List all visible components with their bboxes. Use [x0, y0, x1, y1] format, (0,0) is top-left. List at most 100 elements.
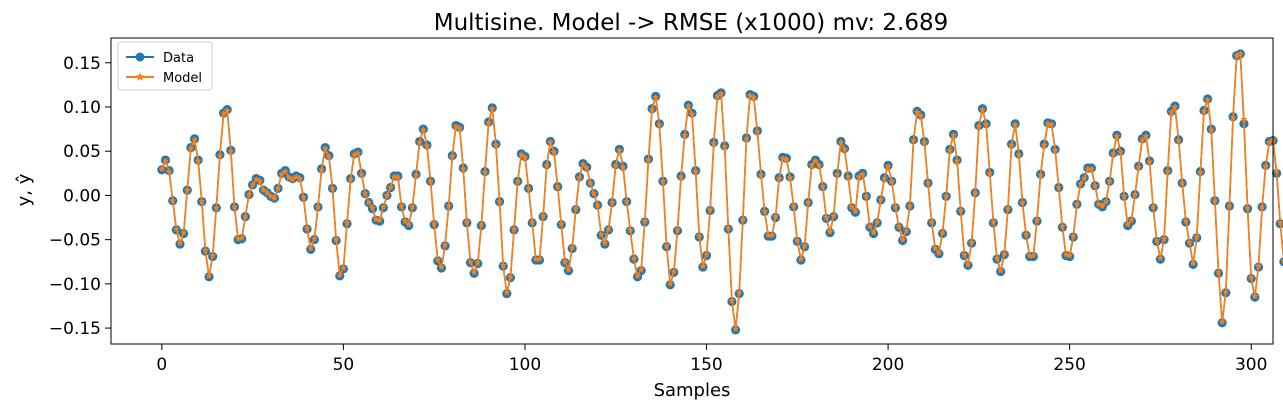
model-point [485, 119, 493, 126]
model-point [463, 218, 471, 226]
model-point [336, 271, 344, 279]
model-point [328, 184, 337, 192]
model-point [1018, 198, 1027, 206]
model-point [855, 173, 863, 180]
model-point [869, 228, 878, 236]
model-point [1142, 132, 1150, 140]
model-point [158, 165, 166, 172]
model-point [1145, 158, 1154, 165]
model-point [408, 203, 417, 210]
model-point [997, 266, 1005, 274]
model-point [1051, 146, 1059, 154]
model-point [172, 225, 180, 233]
model-point [506, 272, 515, 280]
model-point [1062, 250, 1070, 258]
model-point [426, 177, 435, 185]
model-point [274, 184, 282, 192]
model-point [488, 104, 496, 112]
model-point [1196, 168, 1204, 176]
model-point [575, 173, 584, 181]
model-point [742, 135, 751, 142]
model-point [1036, 171, 1045, 179]
model-point [430, 219, 438, 227]
model-point [561, 257, 569, 265]
model-point [386, 183, 395, 191]
model-point [877, 196, 885, 203]
model-point [194, 157, 202, 164]
model-point [840, 145, 849, 153]
model-point [459, 165, 467, 172]
model-point [957, 206, 965, 214]
model-point [949, 131, 958, 139]
model-point [1040, 141, 1048, 149]
model-point [1069, 232, 1077, 240]
model-point [437, 263, 446, 271]
y-axis: −0.15 −0.10 −0.05 0.00 0.05 0.10 0.15 [49, 54, 111, 339]
model-point [270, 194, 279, 202]
model-point [219, 110, 228, 118]
model-point [895, 222, 903, 230]
model-point [1182, 217, 1190, 225]
model-point [1022, 230, 1030, 238]
model-point [419, 126, 427, 134]
model-point [1233, 51, 1241, 59]
plot-frame [110, 37, 1274, 345]
model-point [198, 197, 206, 205]
model-point [1149, 203, 1157, 210]
model-point [771, 212, 780, 220]
model-point [586, 179, 594, 187]
model-point [1026, 251, 1034, 259]
model-point [593, 201, 602, 209]
model-point [710, 139, 718, 147]
model-point [165, 167, 173, 175]
model-point [390, 173, 398, 180]
y-tick-label: −0.05 [49, 231, 101, 251]
model-point [702, 250, 711, 258]
model-point [579, 160, 587, 168]
model-point [1200, 107, 1208, 115]
model-point [724, 224, 732, 232]
model-point [735, 288, 743, 296]
model-point [800, 242, 809, 249]
y-tick-label: 0.05 [63, 142, 101, 162]
model-point [902, 227, 910, 234]
model-point [608, 198, 616, 206]
model-point [866, 222, 874, 230]
model-point [1207, 126, 1215, 134]
model-point [495, 197, 504, 205]
model-point [216, 151, 224, 159]
model-point [1280, 259, 1283, 264]
model-point [906, 202, 914, 210]
model-point [728, 296, 736, 304]
model-point [1240, 115, 1248, 123]
model-point [1204, 96, 1212, 103]
model-point [1193, 233, 1201, 241]
model-point [227, 147, 235, 155]
model-point [775, 174, 783, 182]
model-point [964, 260, 972, 268]
model-point [1015, 150, 1023, 158]
model-point [278, 170, 286, 178]
model-point [1171, 103, 1179, 111]
model-point [699, 262, 707, 270]
model-point [884, 162, 892, 170]
model-point [557, 219, 565, 227]
model-point [859, 170, 867, 178]
model-point [1000, 249, 1008, 257]
model-point [830, 211, 838, 219]
model-point [1160, 234, 1168, 242]
model-point [347, 175, 355, 183]
model-point [1055, 183, 1063, 191]
model-point [666, 280, 674, 287]
model-point [405, 220, 413, 228]
model-point [739, 215, 747, 223]
model-point [201, 246, 210, 254]
model-point [401, 217, 409, 225]
model-point [960, 250, 968, 258]
model-point [510, 225, 518, 233]
model-point [626, 226, 634, 233]
model-point [564, 265, 573, 273]
model-point [1047, 120, 1056, 128]
model-point [623, 197, 631, 205]
model-point [521, 153, 529, 161]
